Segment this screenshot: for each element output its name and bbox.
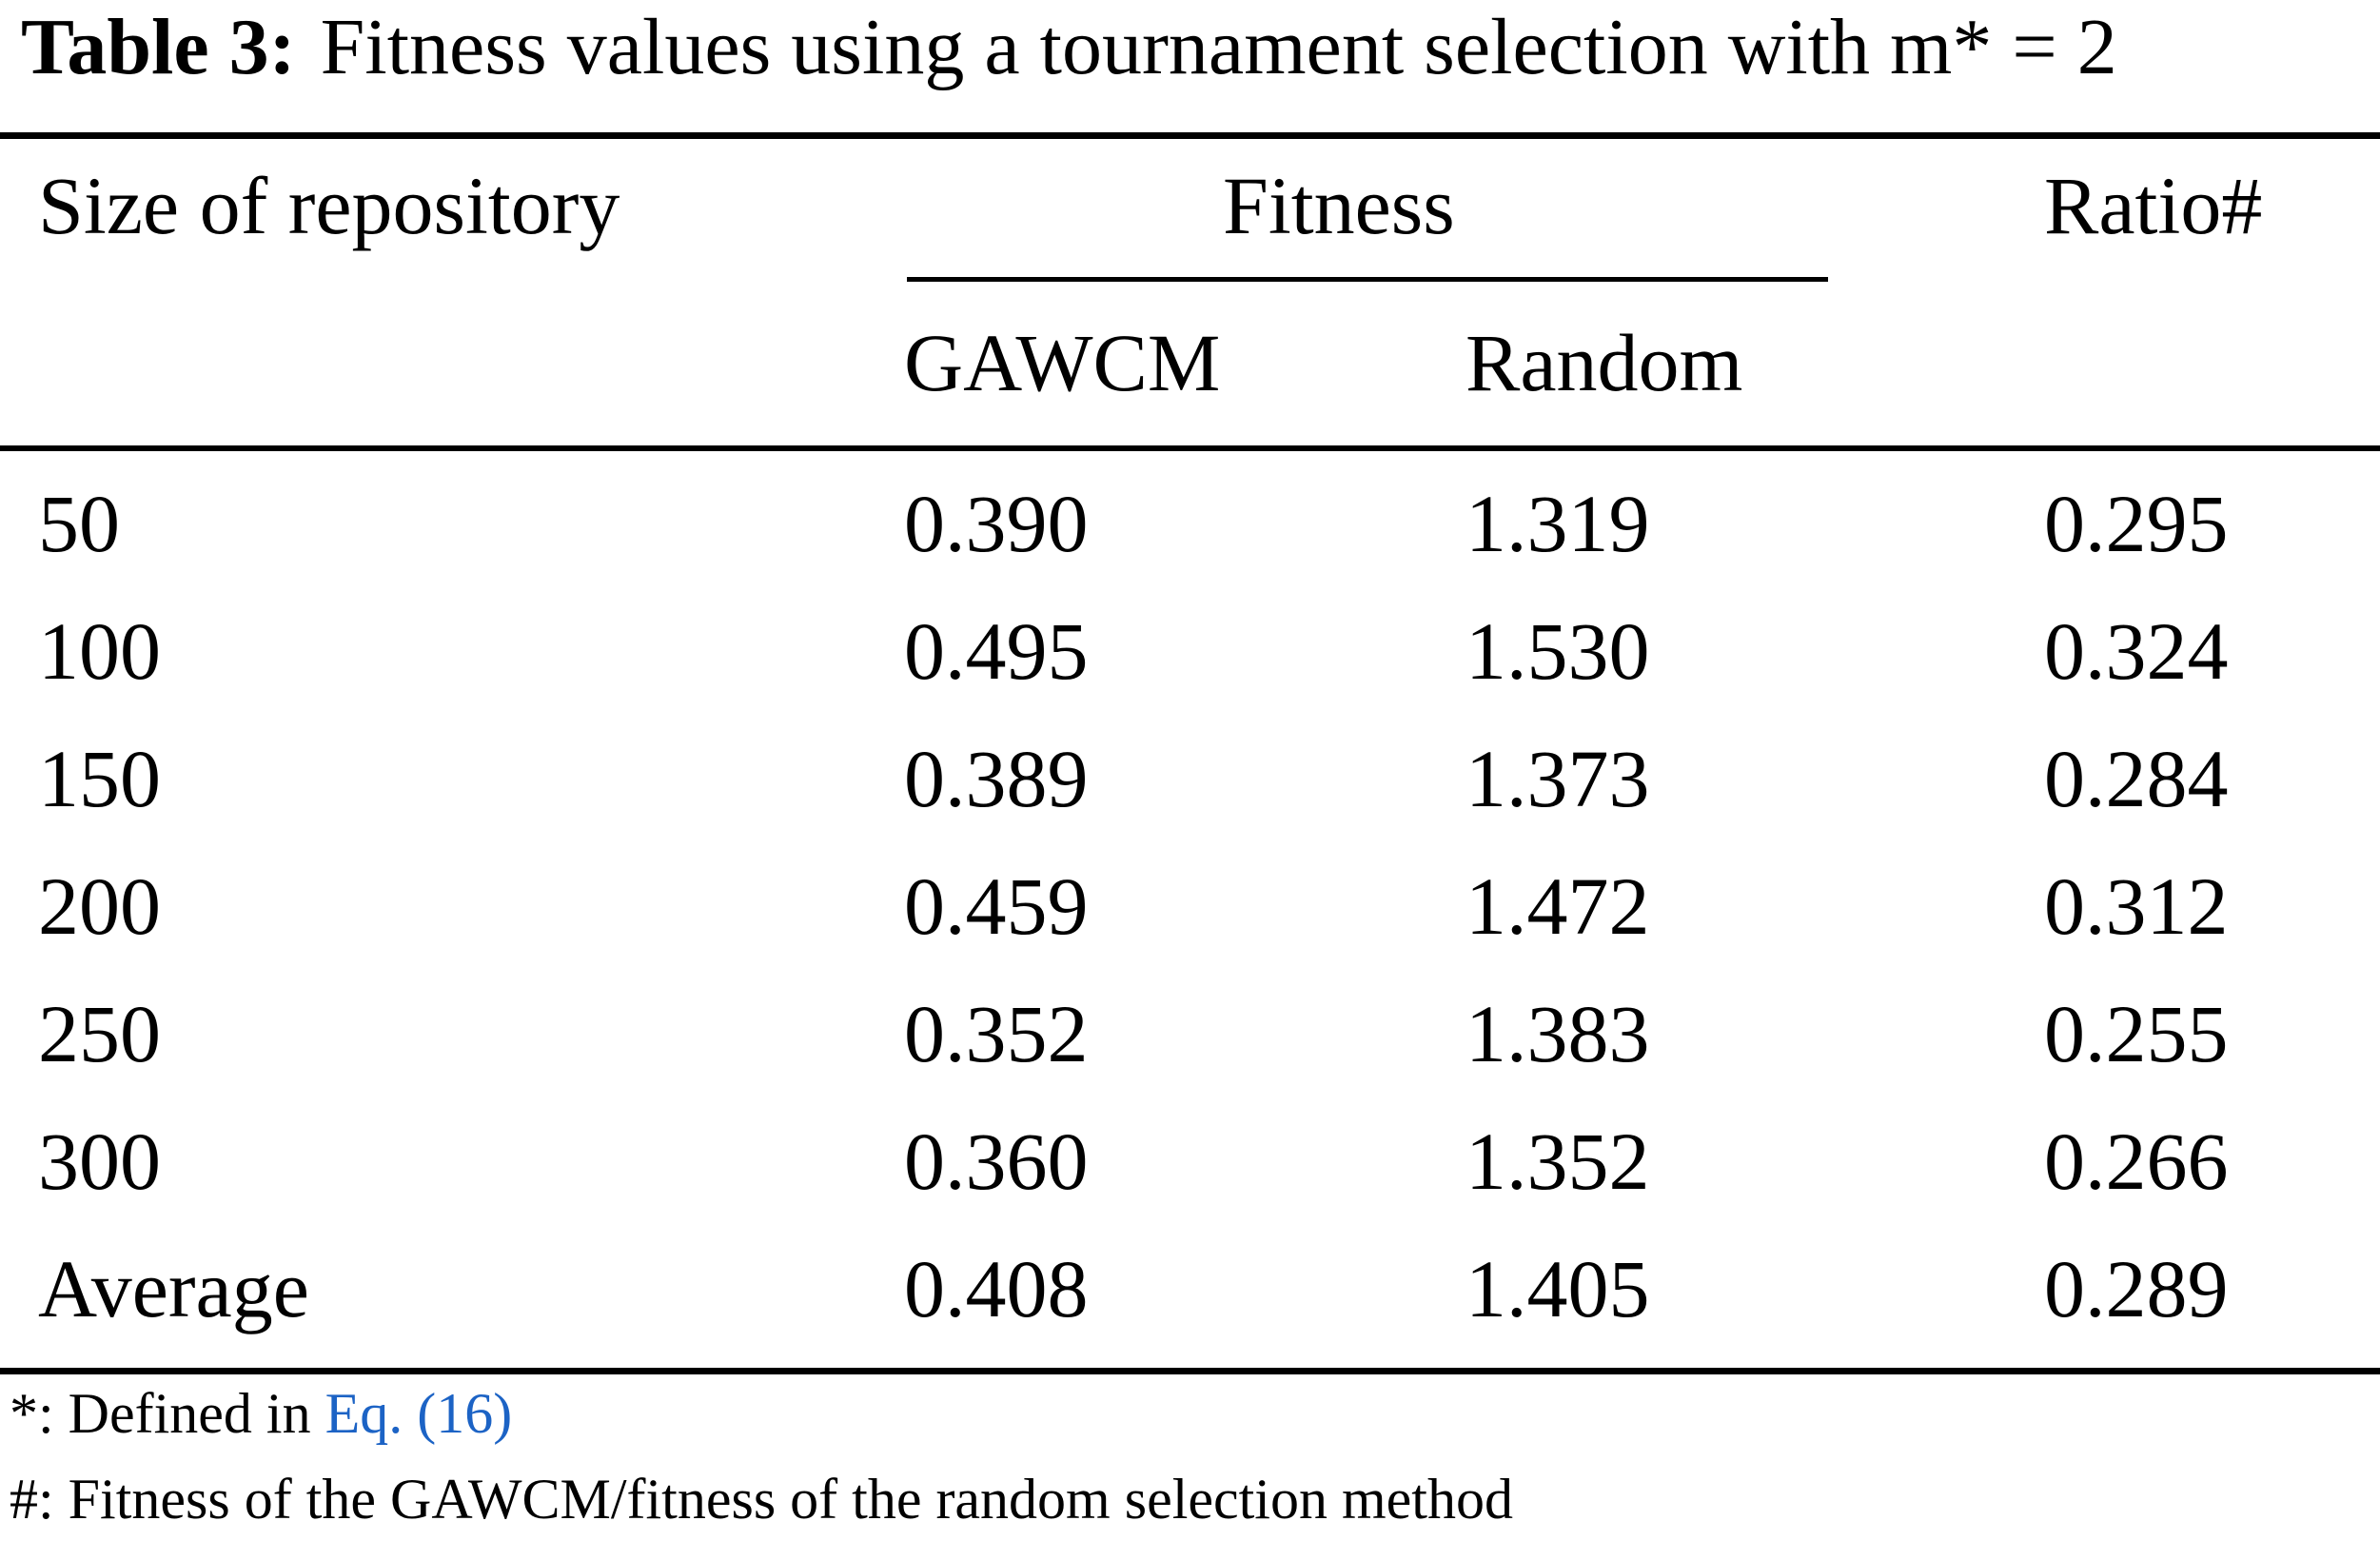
cell-gawcm: 0.360 bbox=[904, 1116, 1089, 1207]
cell-ratio: 0.312 bbox=[2044, 860, 2229, 952]
table-row: 300 0.360 1.352 0.266 bbox=[0, 1116, 2380, 1220]
table-row: 100 0.495 1.530 0.324 bbox=[0, 605, 2380, 710]
table-row: 50 0.390 1.319 0.295 bbox=[0, 478, 2380, 583]
cell-random: 1.530 bbox=[1465, 605, 1650, 697]
cell-ratio: 0.295 bbox=[2044, 478, 2229, 569]
cell-ratio: 0.324 bbox=[2044, 605, 2229, 697]
fitness-spanner-rule bbox=[907, 277, 1828, 282]
table-row: 200 0.459 1.472 0.312 bbox=[0, 860, 2380, 965]
cell-size: 100 bbox=[38, 605, 161, 697]
footnote-hash: #: Fitness of the GAWCM/fitness of the r… bbox=[10, 1468, 1513, 1531]
col-header-random: Random bbox=[1465, 317, 1743, 408]
table-caption-text: Fitness values using a tournament select… bbox=[320, 3, 2117, 91]
cell-random: 1.352 bbox=[1465, 1116, 1650, 1207]
table-caption: Table 3: Fitness values using a tournamen… bbox=[21, 0, 2371, 95]
col-header-size-of-repository: Size of repository bbox=[38, 160, 620, 251]
cell-gawcm: 0.390 bbox=[904, 478, 1089, 569]
eq-16-link[interactable]: Eq. (16) bbox=[325, 1382, 513, 1445]
cell-size: 200 bbox=[38, 860, 161, 952]
footnote-star-text: *: Defined in bbox=[10, 1382, 325, 1445]
cell-ratio: 0.266 bbox=[2044, 1116, 2229, 1207]
footnote-star: *: Defined in Eq. (16) bbox=[10, 1379, 512, 1448]
col-group-header-fitness: Fitness bbox=[1223, 160, 1455, 251]
cell-random: 1.373 bbox=[1465, 733, 1650, 824]
table-caption-label: Table 3: bbox=[21, 3, 296, 91]
cell-size: 150 bbox=[38, 733, 161, 824]
top-rule bbox=[0, 132, 2380, 139]
cell-gawcm: 0.459 bbox=[904, 860, 1089, 952]
cell-random: 1.383 bbox=[1465, 988, 1650, 1079]
table-row: 250 0.352 1.383 0.255 bbox=[0, 988, 2380, 1093]
cell-gawcm: 0.495 bbox=[904, 605, 1089, 697]
cell-gawcm: 0.389 bbox=[904, 733, 1089, 824]
table-bottom-rule bbox=[0, 1368, 2380, 1374]
header-bottom-rule bbox=[0, 445, 2380, 451]
cell-ratio: 0.289 bbox=[2044, 1243, 2229, 1334]
cell-size: 250 bbox=[38, 988, 161, 1079]
col-header-gawcm: GAWCM bbox=[904, 317, 1221, 408]
cell-random: 1.319 bbox=[1465, 478, 1650, 569]
cell-gawcm: 0.352 bbox=[904, 988, 1089, 1079]
cell-ratio: 0.255 bbox=[2044, 988, 2229, 1079]
cell-ratio: 0.284 bbox=[2044, 733, 2229, 824]
table-row: 150 0.389 1.373 0.284 bbox=[0, 733, 2380, 838]
cell-random: 1.472 bbox=[1465, 860, 1650, 952]
cell-gawcm: 0.408 bbox=[904, 1243, 1089, 1334]
table-row: Average 0.408 1.405 0.289 bbox=[0, 1243, 2380, 1348]
cell-size: 300 bbox=[38, 1116, 161, 1207]
cell-size: Average bbox=[38, 1243, 309, 1334]
cell-size: 50 bbox=[38, 478, 120, 569]
cell-random: 1.405 bbox=[1465, 1243, 1650, 1334]
col-header-ratio: Ratio# bbox=[2044, 160, 2263, 251]
